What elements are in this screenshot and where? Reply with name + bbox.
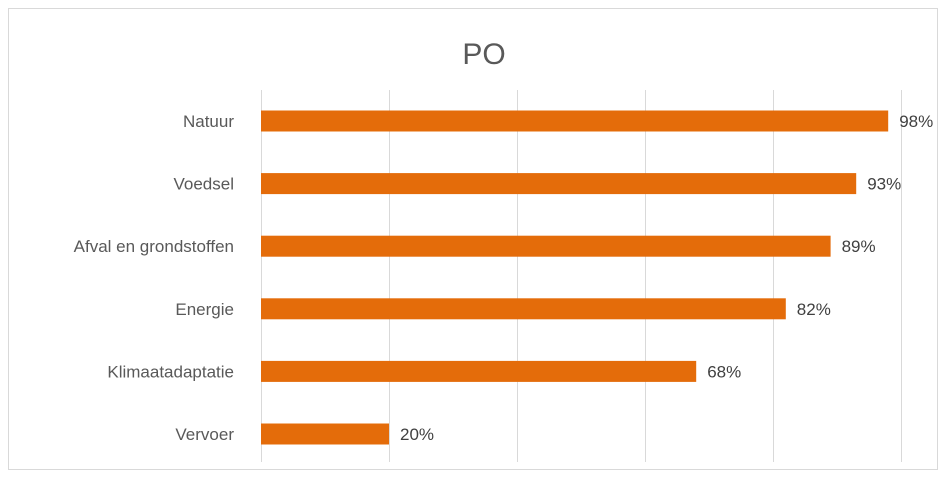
value-label-5: 20% xyxy=(400,425,434,444)
bars xyxy=(261,110,889,445)
gridlines xyxy=(261,90,902,462)
category-label-0: Natuur xyxy=(183,112,234,131)
bar-0 xyxy=(261,110,889,132)
value-label-1: 93% xyxy=(867,175,901,194)
category-label-4: Klimaatadaptatie xyxy=(107,362,234,381)
chart-title: PO xyxy=(462,38,505,71)
bar-3 xyxy=(261,298,786,320)
category-label-1: Voedsel xyxy=(174,175,235,194)
category-label-2: Afval en grondstoffen xyxy=(74,237,234,256)
value-label-4: 68% xyxy=(707,362,741,381)
value-label-0: 98% xyxy=(899,112,933,131)
bar-2 xyxy=(261,235,831,257)
bar-4 xyxy=(261,360,697,382)
labels: Natuur 98% Voedsel 93% Afval en grondstoffen… xyxy=(74,112,934,444)
value-label-2: 89% xyxy=(842,237,876,256)
value-label-3: 82% xyxy=(797,300,831,319)
category-label-5: Vervoer xyxy=(175,425,234,444)
category-label-3: Energie xyxy=(175,300,234,319)
bar-1 xyxy=(261,173,857,195)
bar-5 xyxy=(261,423,389,445)
